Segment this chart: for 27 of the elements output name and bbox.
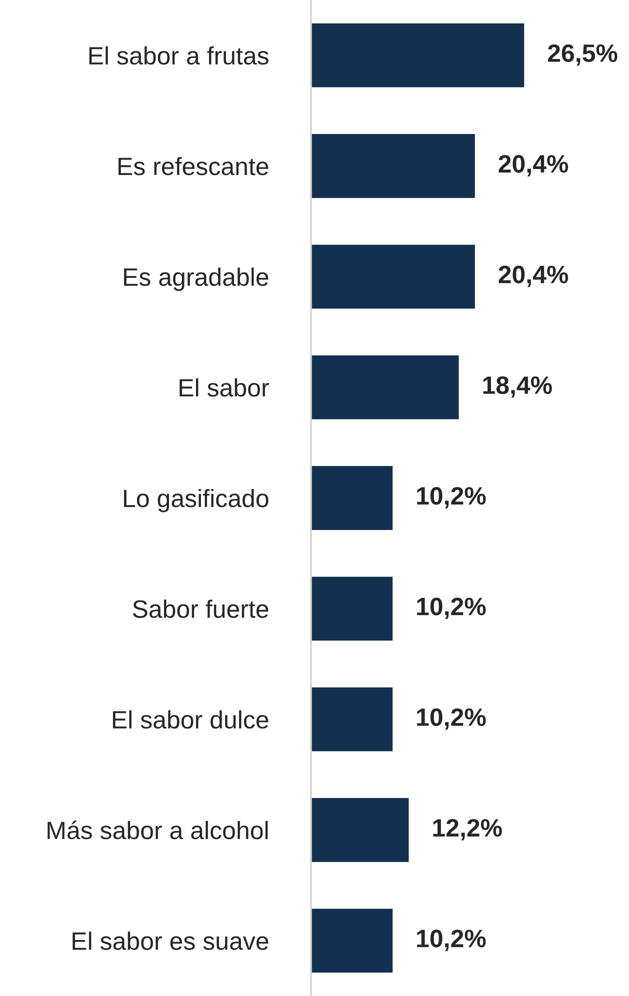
y-tick-label: Es agradable (124, 268, 268, 291)
bar (311, 354, 460, 421)
y-tick-label: El sabor es suave (72, 932, 268, 950)
bar (311, 243, 476, 310)
data-label: 12,2% (433, 819, 502, 840)
bar (311, 907, 394, 974)
data-label: 10,2% (417, 708, 486, 730)
y-tick-label: Es refescante (118, 156, 268, 176)
bar (311, 132, 476, 200)
y-tick-label: El sabor a frutas (89, 46, 268, 65)
y-tick-label: El sabor dulce (112, 710, 268, 729)
y-tick-label: Lo gasificado (124, 488, 268, 512)
data-label: 10,2% (417, 487, 486, 508)
bar (311, 22, 526, 89)
y-tick-label: Sabor fuerte (132, 600, 268, 618)
y-tick-label: Más sabor a alcohol (48, 820, 268, 840)
bar (311, 575, 394, 642)
bar (311, 464, 394, 532)
data-label: 18,4% (483, 376, 552, 398)
data-label: 20,4% (498, 266, 568, 288)
y-tick-label: El sabor (180, 378, 269, 397)
data-label: 20,4% (498, 155, 568, 176)
bar (311, 796, 410, 864)
data-label: 10,2% (417, 598, 486, 620)
data-label: 10,2% (417, 930, 486, 952)
bar (311, 686, 394, 753)
data-label: 26,5% (548, 44, 618, 66)
